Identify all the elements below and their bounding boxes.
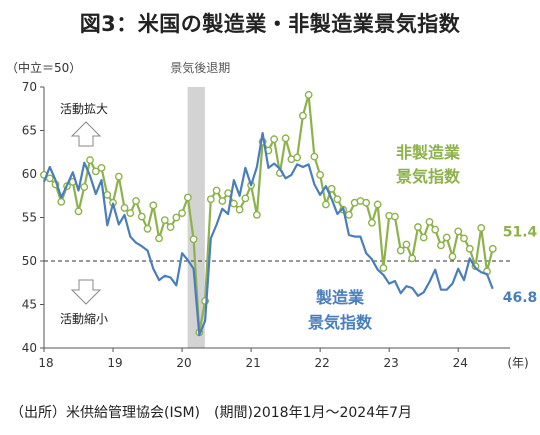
series-marker: [218, 197, 227, 205]
x-tick-label: 21: [245, 356, 260, 370]
series-marker: [281, 134, 290, 143]
series-marker: [408, 254, 417, 263]
series-marker: [298, 111, 307, 120]
x-tick-label: 19: [107, 356, 122, 370]
series-marker: [345, 210, 353, 219]
contraction-label: 活動縮小: [60, 311, 108, 326]
series-marker: [74, 207, 83, 216]
x-axis-unit: (年): [507, 356, 528, 370]
series-marker: [310, 152, 319, 161]
expansion-label: 活動拡大: [60, 102, 108, 116]
series-marker: [155, 234, 163, 243]
series-marker: [402, 240, 411, 249]
series-marker: [160, 216, 169, 225]
series-marker: [57, 197, 66, 206]
series-marker: [178, 209, 186, 218]
series-marker: [431, 225, 440, 234]
series-marker: [465, 244, 474, 253]
series-marker: [379, 264, 388, 272]
series-marker: [252, 210, 261, 219]
series-marker: [448, 252, 457, 261]
y-tick-label: 50: [22, 254, 37, 268]
series-marker: [143, 224, 152, 233]
series-marker: [442, 233, 451, 242]
series-marker: [425, 217, 434, 226]
series-marker: [91, 167, 100, 176]
series-marker: [477, 224, 486, 232]
recession-band: [187, 87, 205, 348]
y-tick-label: 45: [22, 298, 37, 312]
series-marker: [132, 197, 140, 205]
arrow-up-icon: [70, 121, 102, 147]
series-marker: [333, 195, 342, 204]
series-marker: [45, 174, 54, 183]
series-marker: [396, 246, 405, 255]
series-label: 非製造業: [396, 143, 461, 162]
x-tick-label: 18: [38, 356, 53, 370]
series-marker: [293, 153, 302, 162]
source-note: （出所）米供給管理協会(ISM) (期間)2018年1月～2024年7月: [10, 405, 413, 421]
series-marker: [241, 194, 250, 203]
series-marker: [189, 235, 198, 244]
series-marker: [419, 233, 428, 242]
series-marker: [229, 199, 238, 208]
x-tick-label: 24: [453, 356, 468, 370]
series-label: 景気指数: [396, 167, 461, 186]
recession-label: 景気後退期: [170, 60, 230, 75]
end-value-label: 46.8: [503, 290, 538, 306]
series-marker: [368, 218, 376, 227]
series-marker: [172, 213, 181, 222]
y-tick-label: 65: [22, 124, 37, 138]
end-value-label: 51.4: [503, 225, 538, 241]
series-marker: [126, 209, 135, 218]
series-marker: [316, 170, 325, 179]
series-marker: [460, 234, 468, 243]
arrow-down-icon: [70, 279, 102, 305]
series-marker: [373, 200, 382, 209]
series-marker: [304, 90, 313, 99]
series-marker: [454, 227, 463, 236]
series-marker: [97, 164, 106, 172]
series-marker: [414, 223, 422, 231]
series-label: 景気指数: [308, 313, 373, 332]
recession-band-group: 景気後退期: [170, 60, 230, 348]
x-tick-label: 22: [315, 356, 330, 370]
y-tick-label: 55: [22, 211, 37, 225]
series-marker: [103, 190, 112, 199]
series-marker: [206, 195, 215, 204]
series-marker: [166, 223, 175, 231]
series-marker: [114, 172, 123, 181]
series-marker: [137, 212, 146, 221]
series-marker: [235, 205, 244, 214]
series-marker: [149, 201, 158, 210]
series-marker: [437, 241, 445, 250]
series-marker: [86, 156, 94, 164]
chart-title: 図3：米国の製造業・非製造業景気指数: [79, 12, 461, 36]
series-marker: [327, 184, 336, 193]
y-axis-unit: （中立＝50）: [6, 60, 81, 75]
series-line: [42, 132, 494, 336]
series-marker: [322, 200, 330, 209]
series-marker: [362, 198, 371, 207]
series-marker: [391, 212, 399, 221]
series-marker: [212, 186, 221, 195]
series-label: 製造業: [315, 288, 365, 307]
series-group: [40, 90, 497, 337]
y-tick-label: 60: [22, 167, 37, 181]
y-tick-label: 40: [22, 341, 37, 355]
series-marker: [488, 244, 497, 253]
y-tick-label: 70: [22, 80, 37, 94]
series-marker: [270, 135, 279, 144]
x-tick-label: 23: [384, 356, 399, 370]
axes-group: 40 45 50 55 60 65 70 18 19 20 21 22 23 24 （中立＝50） (年): [6, 60, 529, 370]
series-marker: [183, 193, 192, 202]
x-tick-label: 20: [176, 356, 191, 370]
series-marker: [80, 183, 89, 191]
series-marker: [120, 204, 129, 212]
